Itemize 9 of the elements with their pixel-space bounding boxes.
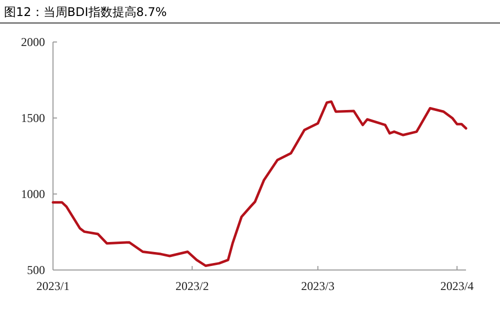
y-tick-label: 500 xyxy=(27,263,45,277)
x-tick-label: 2023/2 xyxy=(175,279,209,293)
x-tick-label: 2023/1 xyxy=(36,279,70,293)
y-tick-label: 2000 xyxy=(21,35,45,49)
y-tick-label: 1000 xyxy=(21,187,45,201)
x-tick-label: 2023/3 xyxy=(301,279,335,293)
y-tick-label: 1500 xyxy=(21,111,45,125)
x-tick-label: 2023/4 xyxy=(440,279,474,293)
title: 图12：当周BDI指数提高8.7% xyxy=(4,5,167,19)
